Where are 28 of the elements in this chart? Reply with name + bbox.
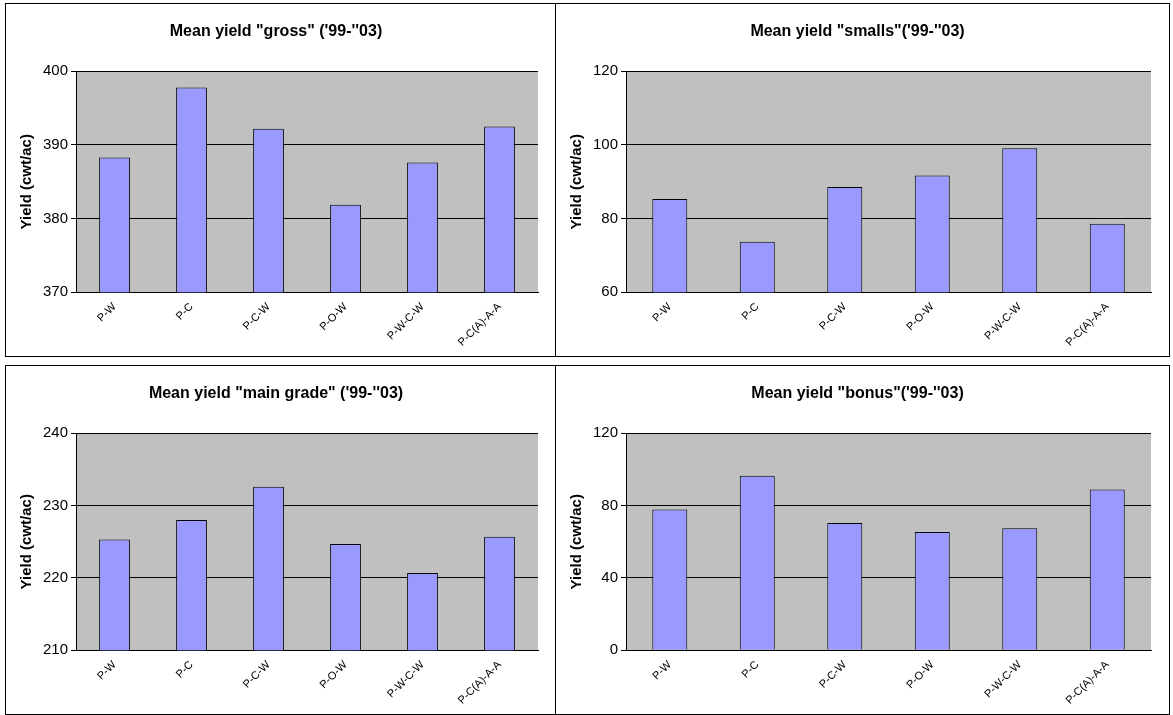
y-tick-label: 120 bbox=[593, 61, 619, 79]
y-axis-title: Yield (cwt/ac) bbox=[567, 494, 585, 590]
y-tick-label: 400 bbox=[43, 61, 69, 79]
y-axis-title: Yield (cwt/ac) bbox=[17, 494, 35, 590]
y-tick-label: 210 bbox=[43, 640, 69, 658]
y-tick-label: 40 bbox=[601, 568, 619, 586]
y-tick-label: 380 bbox=[43, 208, 69, 226]
chart-title: Mean yield "main grade" ('99-''03) bbox=[148, 384, 404, 402]
x-tick-label: P-C bbox=[738, 658, 761, 680]
x-tick-label: P-C bbox=[173, 300, 196, 322]
chart-title: Mean yield "bonus"('99-''03) bbox=[751, 384, 964, 402]
chart-title: Mean yield "smalls"('99-''03) bbox=[750, 22, 965, 40]
y-tick-label: 120 bbox=[593, 423, 619, 441]
y-tick-label: 230 bbox=[43, 495, 69, 513]
y-tick-label: 390 bbox=[43, 135, 69, 153]
y-tick-label: 0 bbox=[609, 640, 619, 658]
y-tick-label: 240 bbox=[43, 423, 69, 441]
x-tick-label: P-C bbox=[738, 300, 761, 322]
y-tick-label: 220 bbox=[43, 568, 69, 586]
y-tick-label: 80 bbox=[601, 208, 619, 226]
x-tick-label: P-C bbox=[173, 658, 196, 680]
y-tick-label: 80 bbox=[601, 495, 619, 513]
y-tick-label: 60 bbox=[601, 282, 619, 300]
chart-title: Mean yield "gross" ('99-''03) bbox=[169, 22, 383, 40]
y-axis-title: Yield (cwt/ac) bbox=[17, 134, 35, 230]
y-tick-label: 100 bbox=[593, 135, 619, 153]
y-axis-title: Yield (cwt/ac) bbox=[567, 134, 585, 230]
y-tick-label: 370 bbox=[43, 282, 69, 300]
